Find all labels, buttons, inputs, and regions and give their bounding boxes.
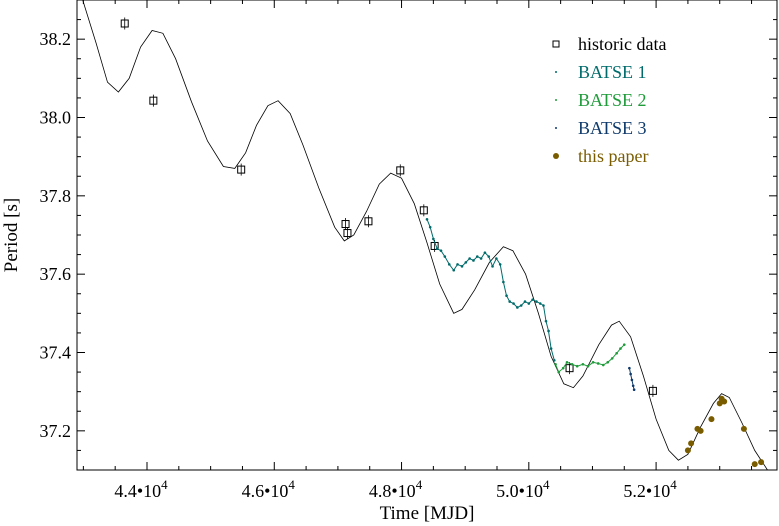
this-paper-point xyxy=(758,459,765,466)
y-tick-label: 37.4 xyxy=(40,343,72,363)
legend-marker-batse-3 xyxy=(555,127,557,129)
y-tick-label: 38.0 xyxy=(40,108,72,128)
y-tick-label: 37.6 xyxy=(40,264,72,284)
batse-3-trace xyxy=(628,368,635,390)
ticks-group: 4.4•104 4.6•104 4.8•104 5.0•104 5.2•104 37.2 3… xyxy=(40,0,777,501)
model-curve-group xyxy=(82,0,768,471)
this-paper-point xyxy=(721,398,728,405)
x-tick-label: 4.8•104 xyxy=(369,477,423,501)
y-axis-title: Period [s] xyxy=(1,198,22,272)
legend-marker-historic-data xyxy=(552,40,560,48)
this-paper-point xyxy=(708,416,715,423)
legend-label-batse-3: BATSE 3 xyxy=(578,118,647,138)
legend-label-this-paper: this paper xyxy=(578,146,648,166)
y-tick-label: 37.8 xyxy=(40,186,72,206)
this-paper-point xyxy=(684,447,691,454)
x-tick-label: 4.6•104 xyxy=(242,477,296,501)
legend-marker-this-paper xyxy=(553,153,559,159)
legend-label-historic-data: historic data xyxy=(578,34,666,54)
x-tick-label: 5.0•104 xyxy=(496,477,550,501)
plot-frame xyxy=(76,0,778,471)
this-paper-point xyxy=(740,425,747,432)
legend-marker-batse-2 xyxy=(555,99,557,101)
model-curve-line xyxy=(82,0,768,471)
y-tick-label: 38.2 xyxy=(40,29,72,49)
batse-1-trace xyxy=(426,219,555,361)
series-group xyxy=(120,17,765,468)
x-axis-title: Time [MJD] xyxy=(380,503,475,524)
x-tick-label: 5.2•104 xyxy=(623,477,677,501)
legend-label-batse-2: BATSE 2 xyxy=(578,90,647,110)
legend: historic data BATSE 1 BATSE 2 BATSE 3 this p… xyxy=(552,34,666,166)
y-tick-label: 37.2 xyxy=(40,421,72,441)
legend-label-batse-1: BATSE 1 xyxy=(578,62,647,82)
this-paper-point xyxy=(697,427,704,434)
this-paper-point xyxy=(751,461,758,468)
x-tick-label: 4.4•104 xyxy=(114,477,168,501)
this-paper-point xyxy=(688,440,695,447)
legend-marker-batse-1 xyxy=(555,71,557,73)
batse-2-trace xyxy=(555,344,625,373)
